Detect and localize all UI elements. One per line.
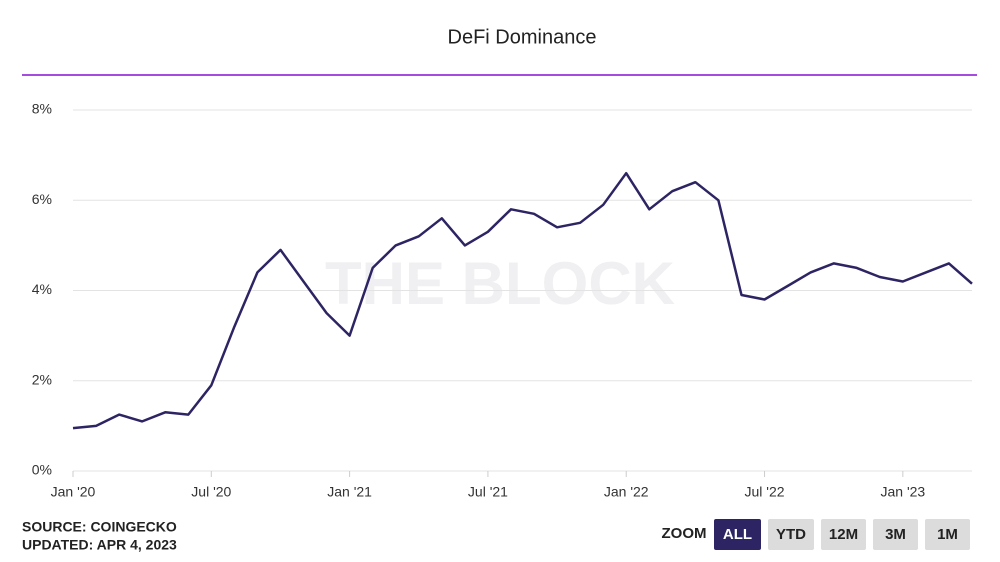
zoom-button-label[interactable]: 12M	[829, 526, 858, 543]
y-tick-label: 2%	[32, 371, 52, 387]
y-tick-label: 6%	[32, 191, 52, 207]
x-tick-label: Jan '22	[604, 484, 649, 500]
line-series	[72, 171, 973, 430]
x-tick-label: Jan '21	[327, 484, 372, 500]
zoom-button[interactable]	[768, 519, 814, 550]
zoom-button[interactable]	[925, 519, 970, 550]
zoom-button[interactable]	[873, 519, 918, 550]
zoom-button-label[interactable]: 3M	[885, 526, 906, 543]
chart-title: DeFi Dominance	[448, 26, 597, 48]
watermark: THE BLOCK	[325, 250, 675, 317]
zoom-button[interactable]	[821, 519, 866, 550]
y-tick-label: 4%	[32, 281, 52, 297]
x-tick-label: Jan '20	[51, 484, 96, 500]
zoom-button-label[interactable]: 1M	[937, 526, 958, 543]
source: SOURCE: COINGECKO	[22, 519, 177, 535]
x-tick-label: Jul '22	[745, 484, 785, 500]
zoom-button-label[interactable]: ALL	[723, 526, 752, 543]
y-tick-label: 0%	[32, 462, 52, 478]
zoom-button[interactable]	[714, 519, 761, 550]
updated: UPDATED: APR 4, 2023	[22, 537, 177, 553]
x-tick-label: Jul '20	[191, 484, 231, 500]
zoom-button-label[interactable]: YTD	[776, 526, 806, 543]
x-tick-label: Jan '23	[880, 484, 925, 500]
x-tick-label: Jul '21	[468, 484, 508, 500]
y-tick-label: 8%	[32, 101, 52, 117]
zoom-label: ZOOM	[662, 525, 707, 542]
